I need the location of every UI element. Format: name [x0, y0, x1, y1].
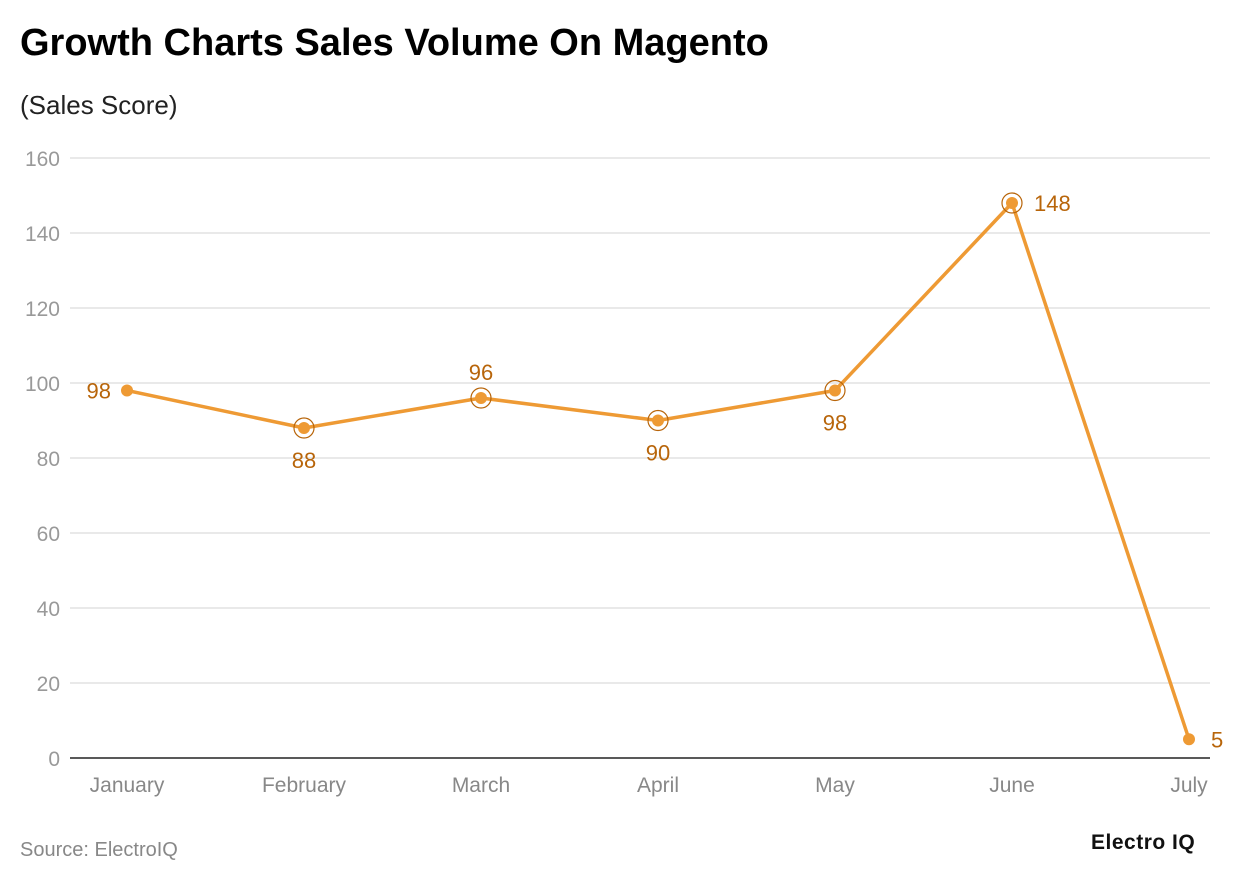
data-point — [298, 422, 310, 434]
source-note: Source: ElectroIQ — [20, 839, 178, 861]
y-tick-label: 20 — [37, 673, 60, 696]
chart-subtitle: (Sales Score) — [20, 90, 178, 120]
point-ring — [824, 379, 846, 402]
data-point — [829, 384, 841, 397]
data-point — [1006, 197, 1018, 209]
series-line — [126, 201, 1191, 740]
data-label: 96 — [469, 360, 493, 385]
point-ring — [647, 409, 669, 432]
point-ring — [293, 417, 315, 439]
y-tick-label: 0 — [48, 748, 60, 771]
data-point — [121, 384, 133, 397]
y-tick-label: 160 — [25, 148, 60, 171]
x-tick-label: March — [452, 774, 510, 797]
data-label: 90 — [646, 441, 670, 466]
data-label: 5 — [1211, 727, 1223, 752]
y-tick-label: 100 — [25, 373, 60, 396]
brand-logo: Electro IQ — [1091, 831, 1196, 854]
x-tick-label: May — [815, 774, 855, 797]
data-label: 148 — [1034, 191, 1071, 216]
y-tick-label: 60 — [37, 523, 60, 546]
data-label: 98 — [87, 379, 111, 404]
data-point — [652, 414, 664, 427]
point-ring — [470, 387, 492, 409]
y-tick-label: 40 — [37, 598, 60, 621]
x-tick-label: April — [637, 774, 679, 797]
y-tick-label: 140 — [25, 223, 60, 246]
chart-title: Growth Charts Sales Volume On Magento — [20, 22, 769, 64]
y-tick-label: 120 — [25, 298, 60, 321]
data-point — [1183, 733, 1195, 746]
data-label: 88 — [292, 448, 316, 473]
x-tick-label: January — [90, 774, 165, 797]
x-tick-label: July — [1170, 774, 1208, 797]
data-point — [475, 392, 487, 404]
y-tick-label: 80 — [37, 448, 60, 471]
data-label: 98 — [823, 411, 847, 436]
x-tick-label: February — [262, 774, 347, 797]
x-tick-label: June — [989, 774, 1035, 797]
point-ring — [1001, 192, 1023, 214]
